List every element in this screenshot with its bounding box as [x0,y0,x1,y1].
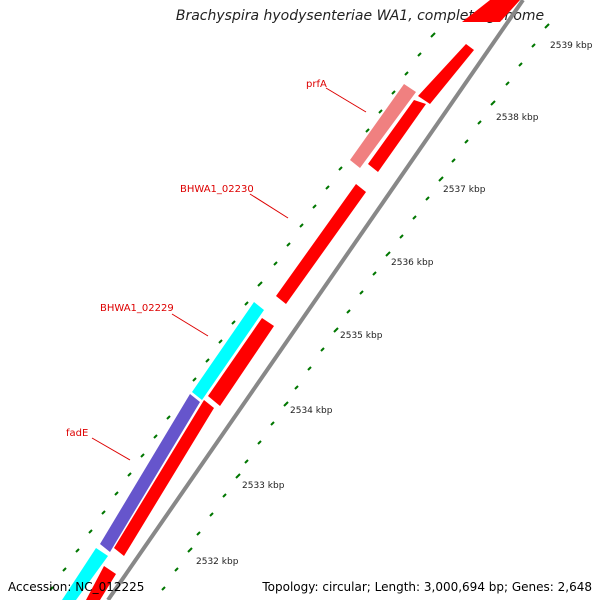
gene-label-prfA: prfA [306,79,327,90]
accession-text: Accession: NC_012225 [8,580,145,594]
kbp-label: 2536 kbp [391,258,434,268]
gene-block [208,318,274,406]
gene-fadE [100,394,200,552]
backbone-line [106,0,525,600]
gene-block [462,0,520,22]
gene-label-BHWA1_02230: BHWA1_02230 [180,184,254,195]
inner-ticks [161,23,550,591]
map-title: Brachyspira hyodysenteriae WA1, complete… [175,8,545,24]
gene-block [418,44,474,104]
kbp-label: 2532 kbp [196,557,239,567]
outer-track [62,84,416,600]
gene-block [368,100,426,172]
kbp-label: 2539 kbp [550,41,593,51]
kbp-label: 2533 kbp [242,481,285,491]
gene-block [114,400,214,556]
genome-summary-text: Topology: circular; Length: 3,000,694 bp… [262,580,592,594]
gene-block [86,566,116,600]
gene-block-cyan [62,548,108,600]
gene-label-BHWA1_02229: BHWA1_02229 [100,303,174,314]
kbp-label: 2537 kbp [443,185,486,195]
label-leaders [91,87,367,461]
inner-track [86,0,520,600]
gene-BHWA1_02230 [276,184,366,304]
kbp-label: 2534 kbp [290,406,333,416]
kbp-label: 2538 kbp [496,113,539,123]
gene-BHWA1_02229 [192,302,264,400]
kbp-label: 2535 kbp [340,331,383,341]
pseudogene-prfA [350,84,416,168]
outer-ticks [49,32,436,591]
gene-label-fadE: fadE [66,428,88,439]
